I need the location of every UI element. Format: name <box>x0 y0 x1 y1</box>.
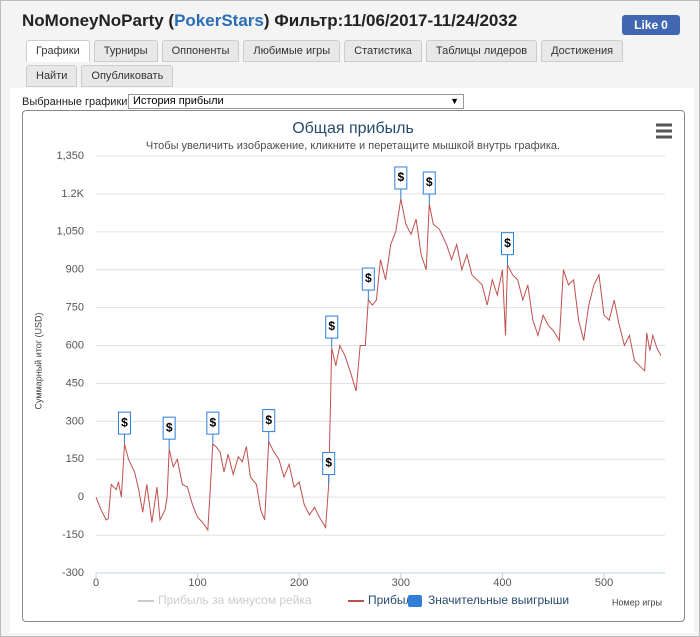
flag-box <box>325 315 339 339</box>
flag: $ <box>361 267 375 301</box>
y-tick-label: 0 <box>78 491 84 503</box>
flag-box <box>162 416 176 440</box>
x-tick-label: 300 <box>392 577 410 589</box>
legend-label: Значительные выигрыши <box>428 593 569 607</box>
flag-label: $ <box>328 319 335 333</box>
flag: $ <box>322 452 336 485</box>
flag-label: $ <box>265 413 272 427</box>
flag: $ <box>117 411 131 445</box>
tab[interactable]: Таблицы лидеров <box>425 40 538 62</box>
selector-label: Выбранные графики: <box>22 96 131 108</box>
y-tick-label: 450 <box>66 377 84 389</box>
flag-box <box>262 409 276 433</box>
x-tick-label: 500 <box>595 577 613 589</box>
y-tick-label: -150 <box>62 529 84 541</box>
flag-label: $ <box>504 236 511 250</box>
flag: $ <box>162 416 176 450</box>
flag: $ <box>394 166 408 199</box>
y-tick-label: 300 <box>66 415 84 427</box>
flag-box <box>117 411 131 435</box>
flag-box <box>422 171 436 195</box>
flag-label: $ <box>121 415 128 429</box>
tab[interactable]: Опубликовать <box>81 65 174 87</box>
y-tick-label: 900 <box>66 264 84 276</box>
legend-swatch <box>408 595 422 607</box>
x-tick-label: 100 <box>188 577 206 589</box>
filter-text: ) Фильтр:11/06/2017-11/24/2032 <box>263 11 518 30</box>
chart-select[interactable]: История прибыли ▼ <box>128 94 464 109</box>
menu-icon[interactable] <box>656 123 672 139</box>
y-tick-label: 1,050 <box>56 226 84 238</box>
y-tick-label: 1,350 <box>56 150 84 162</box>
flag-label: $ <box>397 170 404 184</box>
site-link[interactable]: PokerStars <box>174 11 264 30</box>
flag-box <box>361 267 375 291</box>
flag-label: $ <box>325 456 332 470</box>
legend-label: Прибыль за минусом рейка <box>158 593 312 607</box>
chart-panel: Общая прибыль Чтобы увеличить изображени… <box>22 110 685 622</box>
y-tick-label: 1.2K <box>61 188 84 200</box>
tab[interactable]: Любимые игры <box>243 40 341 62</box>
x-tick-label: 200 <box>290 577 308 589</box>
like-button[interactable]: Like 0 <box>622 15 680 35</box>
tab[interactable]: Статистика <box>344 40 422 62</box>
y-tick-label: 600 <box>66 339 84 351</box>
x-tick-label: 0 <box>93 577 99 589</box>
chart-subtitle: Чтобы увеличить изображение, кликните и … <box>146 140 560 152</box>
flag-box <box>206 411 220 435</box>
x-tick-label: 400 <box>493 577 511 589</box>
x-axis-label: Номер игры <box>612 597 662 607</box>
flag-label: $ <box>166 420 173 434</box>
flag: $ <box>325 315 339 349</box>
tab[interactable]: Турниры <box>93 40 158 62</box>
player-name: NoMoneyNoParty ( <box>22 11 175 30</box>
y-tick-label: 150 <box>66 453 84 465</box>
flag: $ <box>206 411 220 445</box>
like-count: 0 <box>661 18 668 32</box>
flag-label: $ <box>365 271 372 285</box>
tab[interactable]: Оппоненты <box>161 40 240 62</box>
tab[interactable]: Графики <box>26 40 90 62</box>
y-tick-label: -300 <box>62 567 84 579</box>
legend-label: Прибыль <box>368 593 419 607</box>
like-label: Like <box>634 18 659 32</box>
line <box>95 198 662 532</box>
tab-bar: Графики Турниры Оппоненты Любимые игры Стати… <box>26 40 651 87</box>
y-tick-label: 750 <box>66 302 84 314</box>
flag-box <box>501 232 515 256</box>
chart: Общая прибыль Чтобы увеличить изображени… <box>33 120 672 607</box>
select-value: История прибыли <box>133 95 224 107</box>
flag-box <box>394 166 408 190</box>
chart-title: Общая прибыль <box>292 120 414 137</box>
tab[interactable]: Достижения <box>541 40 624 62</box>
flag-label: $ <box>426 175 433 189</box>
flag-label: $ <box>210 415 217 429</box>
flag-box <box>322 452 336 476</box>
header-title: NoMoneyNoParty (PokerStars) Фильтр:11/06… <box>22 11 517 31</box>
flag: $ <box>262 409 276 442</box>
select-arrow: ▼ <box>450 96 459 106</box>
flag: $ <box>501 232 515 265</box>
flag: $ <box>422 171 436 205</box>
y-axis-label: Суммарный итог (USD) <box>33 312 43 409</box>
tab[interactable]: Найти <box>26 65 78 87</box>
